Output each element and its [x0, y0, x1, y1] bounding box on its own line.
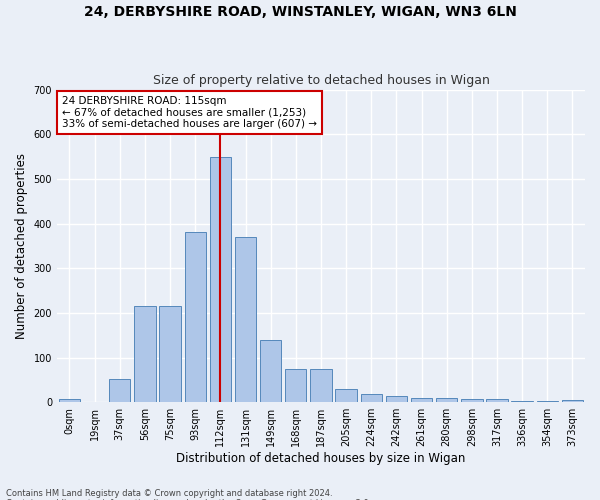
Text: Contains public sector information licensed under the Open Government Licence v3: Contains public sector information licen… [6, 498, 371, 500]
X-axis label: Distribution of detached houses by size in Wigan: Distribution of detached houses by size … [176, 452, 466, 465]
Bar [511, 401, 533, 402]
Bar [361, 394, 382, 402]
Bar [235, 237, 256, 402]
Bar [134, 306, 155, 402]
Bar [285, 368, 307, 402]
Bar [59, 399, 80, 402]
Bar [335, 389, 357, 402]
Bar [486, 398, 508, 402]
Bar [536, 401, 558, 402]
Bar [562, 400, 583, 402]
Text: Contains HM Land Registry data © Crown copyright and database right 2024.: Contains HM Land Registry data © Crown c… [6, 488, 332, 498]
Text: 24, DERBYSHIRE ROAD, WINSTANLEY, WIGAN, WN3 6LN: 24, DERBYSHIRE ROAD, WINSTANLEY, WIGAN, … [83, 5, 517, 19]
Bar [109, 379, 130, 402]
Bar [260, 340, 281, 402]
Bar [160, 306, 181, 402]
Title: Size of property relative to detached houses in Wigan: Size of property relative to detached ho… [152, 74, 490, 87]
Bar [386, 396, 407, 402]
Bar [436, 398, 457, 402]
Y-axis label: Number of detached properties: Number of detached properties [15, 153, 28, 339]
Bar [185, 232, 206, 402]
Bar [461, 398, 482, 402]
Bar [411, 398, 432, 402]
Text: 24 DERBYSHIRE ROAD: 115sqm
← 67% of detached houses are smaller (1,253)
33% of s: 24 DERBYSHIRE ROAD: 115sqm ← 67% of deta… [62, 96, 317, 129]
Bar [209, 158, 231, 402]
Bar [310, 368, 332, 402]
